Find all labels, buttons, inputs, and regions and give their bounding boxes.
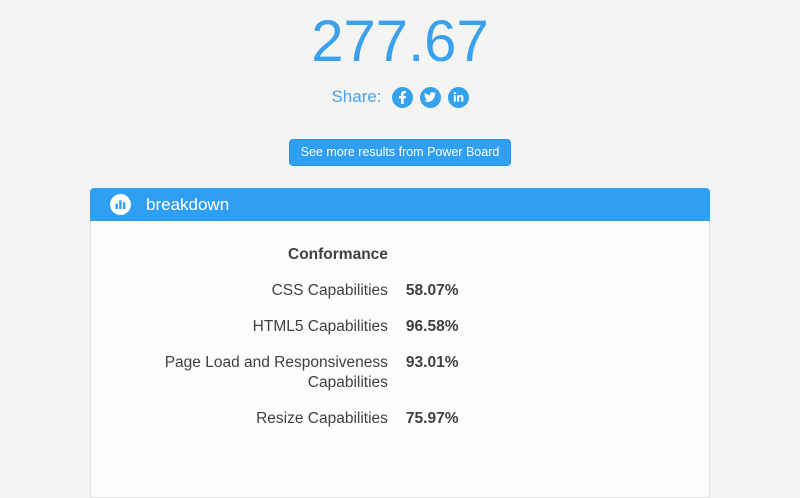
panel-title: breakdown [146, 194, 230, 214]
table-row: HTML5 Capabilities 96.58% [91, 309, 709, 345]
benchmark-score: 277.67 [311, 9, 489, 74]
row-value: 96.58% [405, 318, 459, 336]
twitter-bird-glyph [424, 92, 437, 103]
share-label: Share: [331, 87, 382, 107]
breakdown-table: Conformance CSS Capabilities 58.07% HTML… [91, 237, 709, 437]
linkedin-share-icon[interactable] [447, 86, 469, 108]
bar-chart-icon [110, 194, 131, 216]
row-label: CSS Capabilities [271, 282, 388, 300]
row-value: 93.01% [405, 354, 459, 372]
table-row: Resize Capabilities 75.97% [91, 401, 709, 437]
row-label: HTML5 Capabilities [252, 318, 388, 336]
benchmark-results-page: 277.67 Share: See more results from Powe… [0, 8, 800, 498]
table-row: Page Load and Responsiveness Capabilitie… [91, 345, 709, 401]
row-value: 58.07% [405, 282, 459, 300]
share-row: Share: [0, 85, 800, 109]
section-header-row: Conformance [91, 237, 709, 273]
table-row: CSS Capabilities 58.07% [91, 273, 709, 309]
row-label: Resize Capabilities [256, 410, 388, 428]
twitter-share-icon[interactable] [419, 86, 441, 108]
facebook-f-glyph [398, 90, 406, 104]
breakdown-panel-body: Conformance CSS Capabilities 58.07% HTML… [90, 221, 710, 498]
breakdown-panel-header: breakdown [90, 188, 710, 222]
linkedin-in-glyph [453, 91, 463, 102]
facebook-share-icon[interactable] [391, 86, 413, 108]
section-header-spacer [397, 237, 709, 273]
see-more-results-button[interactable]: See more results from Power Board [288, 139, 512, 167]
row-label: Page Load and Responsiveness Capabilitie… [164, 354, 388, 392]
breakdown-panel: breakdown Conformance CSS Capabilities 5… [90, 188, 710, 498]
row-value: 75.97% [405, 410, 459, 428]
button-row: See more results from Power Board [0, 139, 800, 167]
section-header: Conformance [288, 246, 388, 264]
